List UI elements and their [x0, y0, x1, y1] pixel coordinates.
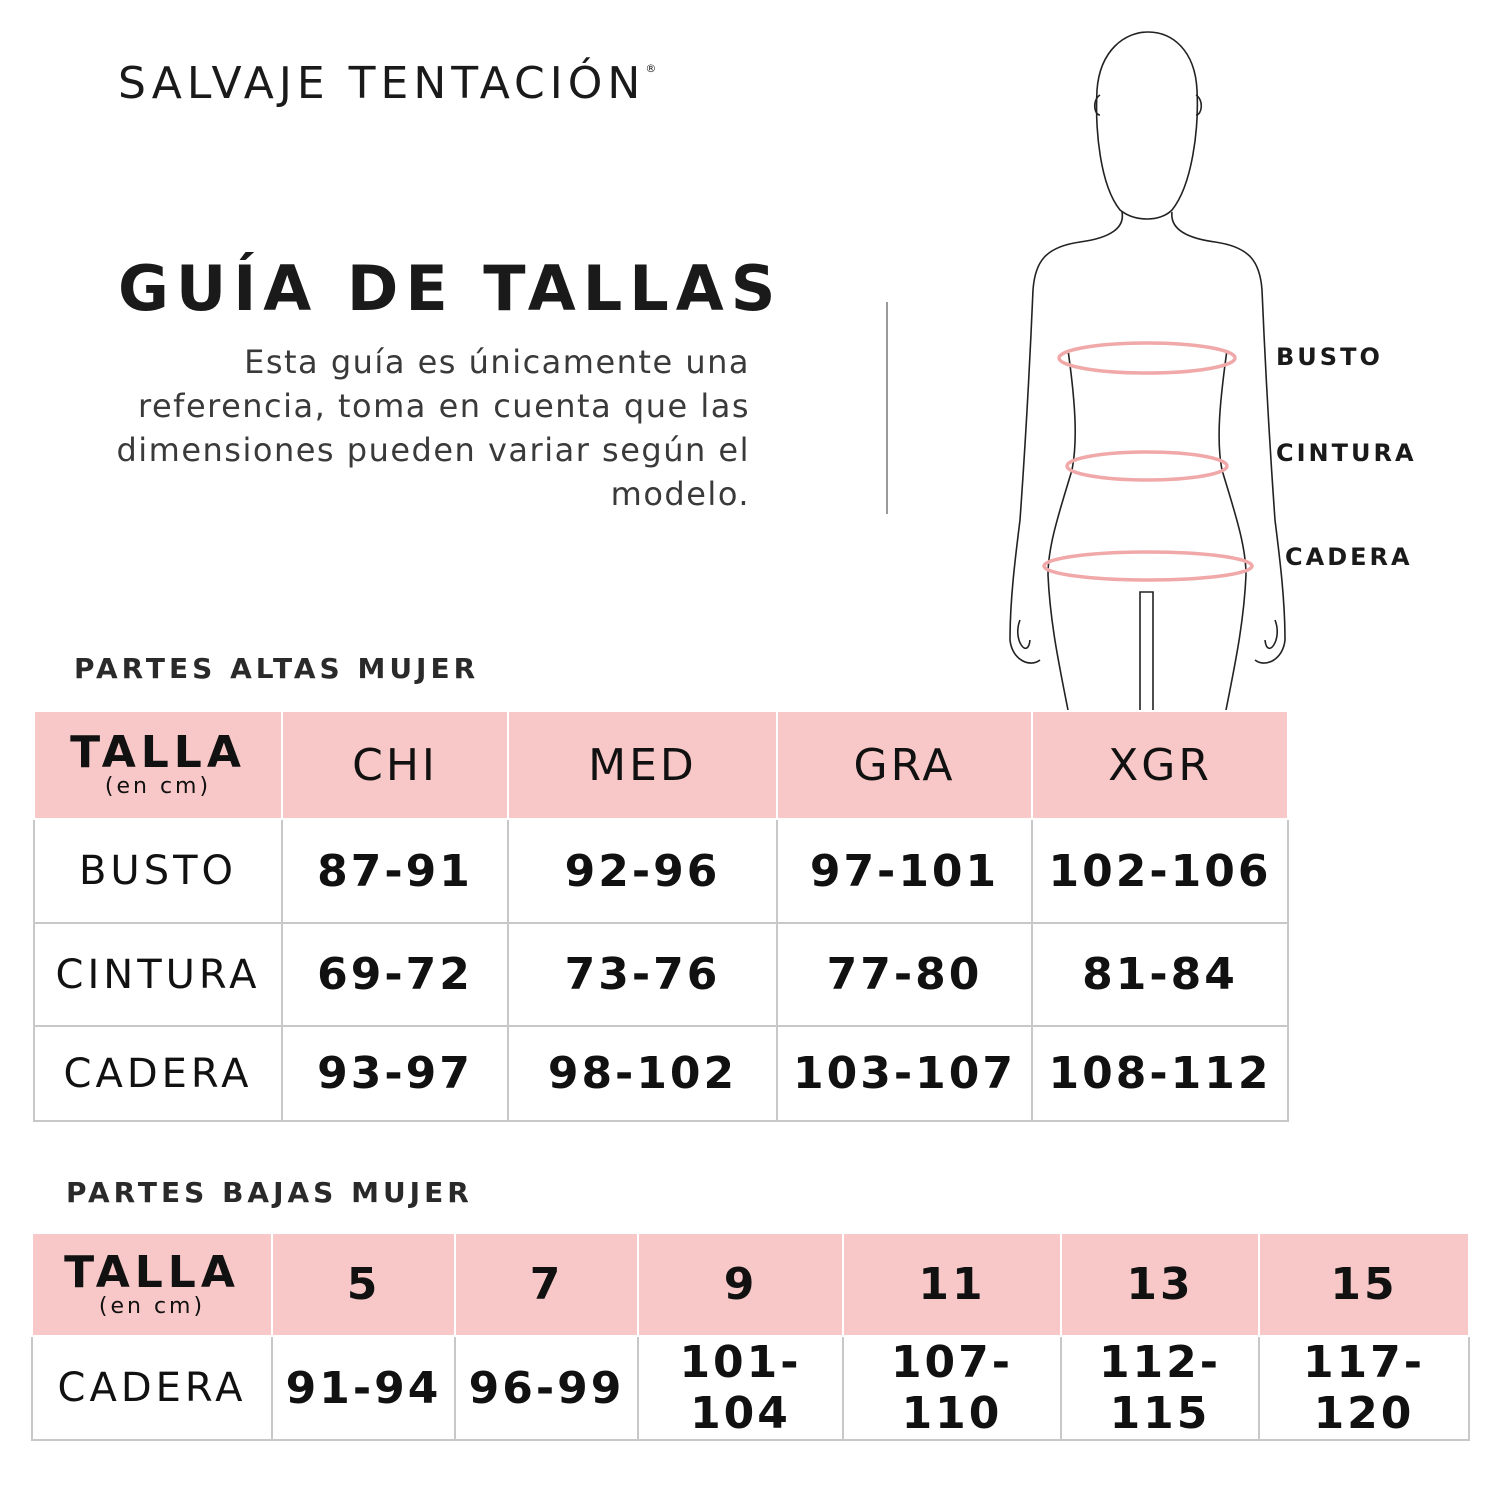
brand-name: SALVAJE TENTACIÓN: [118, 58, 646, 109]
cell: 117-120: [1258, 1335, 1470, 1441]
cell: 92-96: [507, 818, 778, 924]
unit-label: (en cm): [98, 1293, 206, 1319]
table-row: CADERA 93-97 98-102 103-107 108-112: [33, 1025, 1289, 1122]
size-header: XGR: [1031, 710, 1289, 820]
table-header-row: TALLA (en cm) 5 7 9 11 13 15: [31, 1232, 1470, 1337]
bottoms-section-title: PARTES BAJAS MUJER: [66, 1176, 473, 1209]
cell: 97-101: [776, 818, 1033, 924]
cell: 112-115: [1060, 1335, 1260, 1441]
page-title: GUÍA DE TALLAS: [118, 252, 783, 325]
waist-measure-line: [1065, 450, 1229, 482]
cell: 91-94: [271, 1335, 456, 1441]
cell: 101-104: [637, 1335, 844, 1441]
figure-label-hip: CADERA: [1285, 543, 1413, 571]
divider: [886, 302, 888, 514]
row-label: CADERA: [31, 1335, 273, 1441]
bottoms-size-table: TALLA (en cm) 5 7 9 11 13 15 CADERA 91-94…: [31, 1232, 1470, 1441]
brand-logo: SALVAJE TENTACIÓN®: [118, 58, 656, 109]
cell: 107-110: [842, 1335, 1062, 1441]
figure-label-bust: BUSTO: [1276, 343, 1383, 371]
unit-label: (en cm): [104, 774, 212, 799]
size-header: GRA: [776, 710, 1033, 820]
talla-label: TALLA: [64, 1246, 240, 1298]
table-row: BUSTO 87-91 92-96 97-101 102-106: [33, 818, 1289, 924]
cell: 108-112: [1031, 1025, 1289, 1122]
cell: 93-97: [281, 1025, 509, 1122]
row-label: BUSTO: [33, 818, 283, 924]
cell: 87-91: [281, 818, 509, 924]
size-header: 13: [1060, 1232, 1260, 1337]
bust-measure-line: [1057, 341, 1237, 375]
tops-section-title: PARTES ALTAS MUJER: [74, 652, 480, 685]
body-outline: [1009, 31, 1286, 711]
row-label: CINTURA: [33, 922, 283, 1027]
cell: 98-102: [507, 1025, 778, 1122]
cell: 103-107: [776, 1025, 1033, 1122]
size-header: 11: [842, 1232, 1062, 1337]
figure-label-waist: CINTURA: [1276, 439, 1417, 467]
talla-label: TALLA: [70, 727, 246, 778]
size-header: MED: [507, 710, 778, 820]
size-header: 5: [271, 1232, 456, 1337]
table-header-row: TALLA (en cm) CHI MED GRA XGR: [33, 710, 1289, 820]
row-label: CADERA: [33, 1025, 283, 1122]
cell: 69-72: [281, 922, 509, 1027]
cell: 102-106: [1031, 818, 1289, 924]
talla-header: TALLA (en cm): [33, 710, 283, 820]
cell: 81-84: [1031, 922, 1289, 1027]
measurement-lines: [1042, 341, 1254, 582]
description: Esta guía es únicamente una referencia, …: [116, 343, 750, 513]
table-row: CINTURA 69-72 73-76 77-80 81-84: [33, 922, 1289, 1027]
size-header: 7: [454, 1232, 639, 1337]
tops-size-table: TALLA (en cm) CHI MED GRA XGR BUSTO 87-91…: [33, 710, 1289, 1122]
size-header: 9: [637, 1232, 844, 1337]
cell: 96-99: [454, 1335, 639, 1441]
cell: 73-76: [507, 922, 778, 1027]
table-row: CADERA 91-94 96-99 101-104 107-110 112-1…: [31, 1335, 1470, 1441]
talla-header: TALLA (en cm): [31, 1232, 273, 1337]
size-header: CHI: [281, 710, 509, 820]
cell: 77-80: [776, 922, 1033, 1027]
body-figure-illustration: [1009, 31, 1286, 711]
registered-mark: ®: [645, 62, 657, 75]
hip-measure-line: [1042, 550, 1254, 582]
size-header: 15: [1258, 1232, 1470, 1337]
